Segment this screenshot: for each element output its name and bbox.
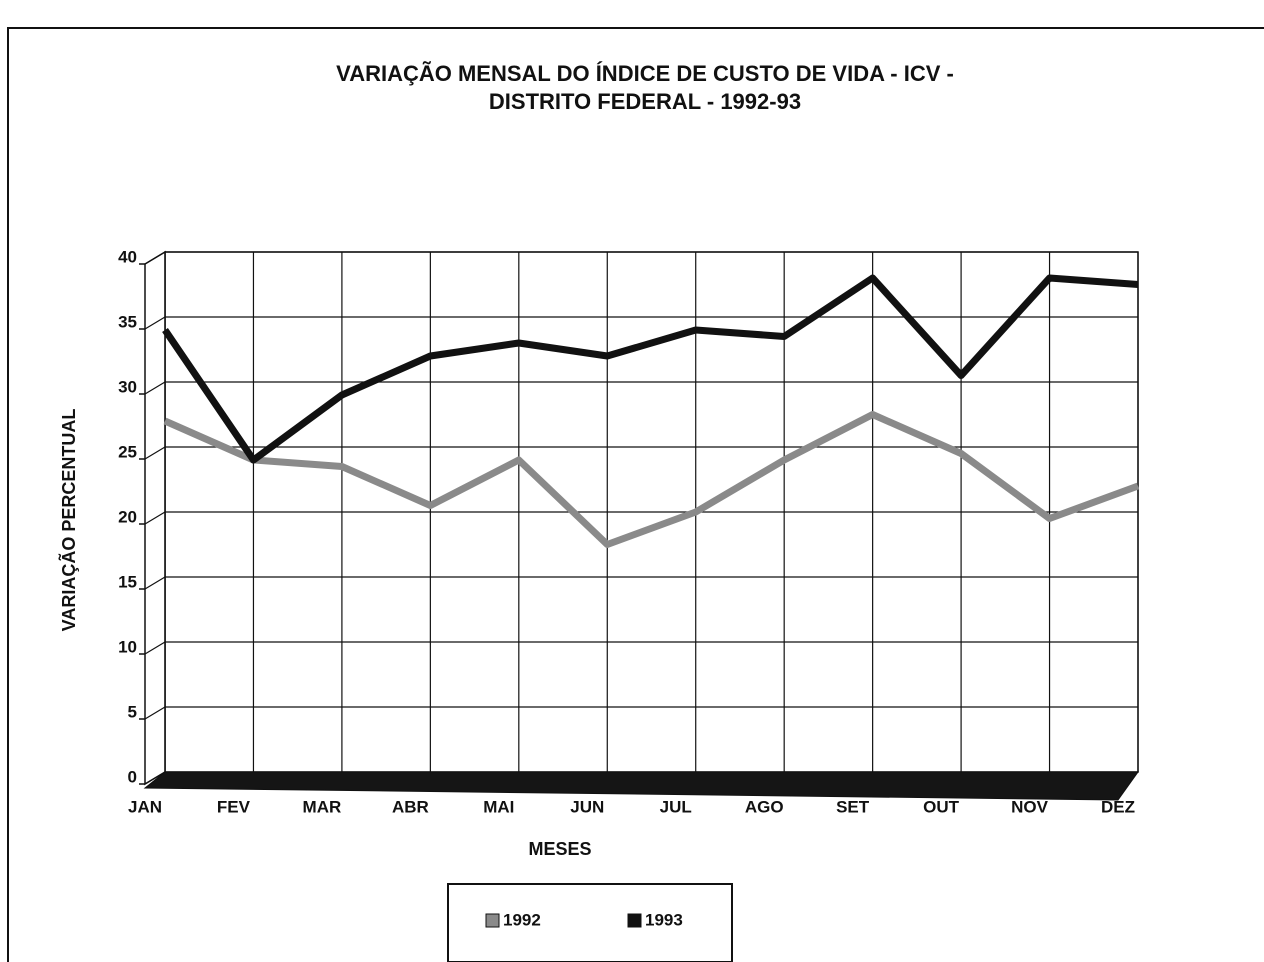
legend-swatch — [627, 913, 642, 928]
y-tick-label: 25 — [118, 442, 137, 461]
frame — [7, 27, 1264, 962]
x-tick-label: MAR — [303, 797, 342, 816]
floor — [143, 771, 1139, 801]
x-tick-label: JAN — [128, 797, 162, 816]
y-tick-label: 0 — [128, 767, 137, 786]
grid-line — [144, 771, 166, 785]
x-tick-label: FEV — [217, 797, 251, 816]
x-tick-label: JUL — [660, 797, 692, 816]
x-tick-label: AGO — [745, 797, 784, 816]
y-tick-label: 20 — [118, 507, 137, 526]
series-line — [162, 274, 1139, 464]
grid-line — [144, 576, 166, 590]
legend-label: 1993 — [645, 910, 683, 929]
x-axis-label: MESES — [528, 839, 591, 859]
grid-line — [144, 316, 166, 330]
y-tick-label: 35 — [118, 312, 137, 331]
x-tick-label: SET — [836, 797, 870, 816]
x-tick-label: NOV — [1011, 797, 1049, 816]
chart-subtitle: DISTRITO FEDERAL - 1992-93 — [489, 89, 801, 114]
x-tick-label: MAI — [483, 797, 514, 816]
y-tick-label: 40 — [118, 247, 137, 266]
y-tick-label: 30 — [118, 377, 137, 396]
y-tick-label: 5 — [128, 702, 137, 721]
grid-line — [144, 641, 166, 655]
y-tick-label: 15 — [118, 572, 137, 591]
y-axis-label: VARIAÇÃO PERCENTUAL — [58, 409, 79, 632]
legend-swatch — [485, 913, 500, 928]
chart-title: VARIAÇÃO MENSAL DO ÍNDICE DE CUSTO DE VI… — [336, 61, 954, 86]
x-tick-label: ABR — [392, 797, 429, 816]
y-tick-label: 10 — [118, 637, 137, 656]
legend-label: 1992 — [503, 910, 541, 929]
grid-line — [144, 706, 166, 720]
grid-line — [144, 381, 166, 395]
series-line — [163, 411, 1140, 548]
x-tick-label: DEZ — [1101, 797, 1135, 816]
x-tick-label: JUN — [570, 797, 604, 816]
grid-line — [144, 511, 166, 525]
grid-line — [144, 251, 166, 265]
grid-line — [144, 446, 166, 460]
x-tick-label: OUT — [923, 797, 960, 816]
